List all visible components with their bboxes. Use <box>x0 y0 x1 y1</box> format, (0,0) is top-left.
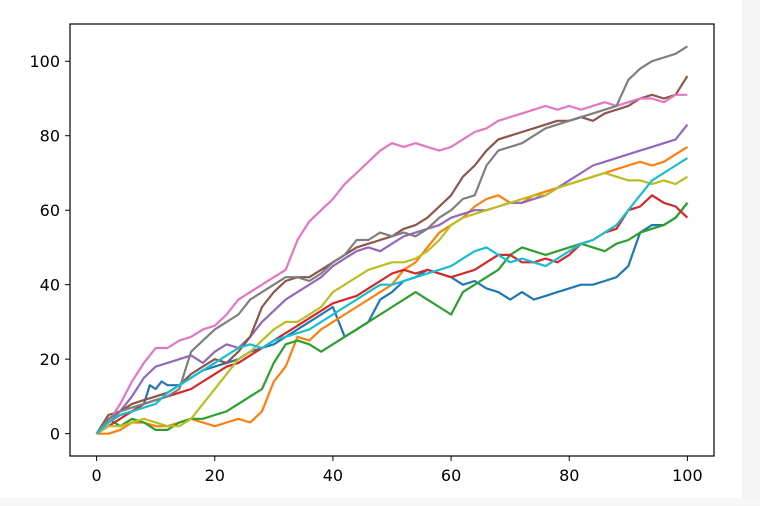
y-tick-label: 20 <box>40 350 60 369</box>
series-line-6 <box>95 75 689 435</box>
right-panel-strip <box>742 0 760 506</box>
series-layer <box>95 45 689 435</box>
x-tick-label: 100 <box>672 466 703 485</box>
series-line-1 <box>95 202 689 435</box>
axes-layer: 0 20 40 60 80 100 0 20 40 60 80 100 <box>29 23 715 485</box>
y-tick-label: 80 <box>40 127 60 146</box>
series-line-9 <box>96 171 688 435</box>
series-line-8 <box>95 45 688 435</box>
y-tick-label: 0 <box>50 425 60 444</box>
y-tick-label: 60 <box>40 201 60 220</box>
series-line-10 <box>95 157 688 435</box>
series-line-3 <box>95 202 689 435</box>
y-tick-label: 100 <box>29 52 60 71</box>
bottom-panel-strip <box>0 498 760 506</box>
x-tick-label: 20 <box>205 466 225 485</box>
x-tick-label: 60 <box>441 466 461 485</box>
x-tick-label: 40 <box>323 466 343 485</box>
series-line-7 <box>95 93 688 435</box>
x-tick-label: 0 <box>91 466 101 485</box>
series-line-4 <box>96 194 689 435</box>
plot-frame <box>69 23 715 457</box>
line-chart: 0 20 40 60 80 100 0 20 40 60 80 100 <box>29 23 715 485</box>
series-line-5 <box>95 123 689 435</box>
y-tick-label: 40 <box>40 276 60 295</box>
x-tick-label: 80 <box>559 466 579 485</box>
